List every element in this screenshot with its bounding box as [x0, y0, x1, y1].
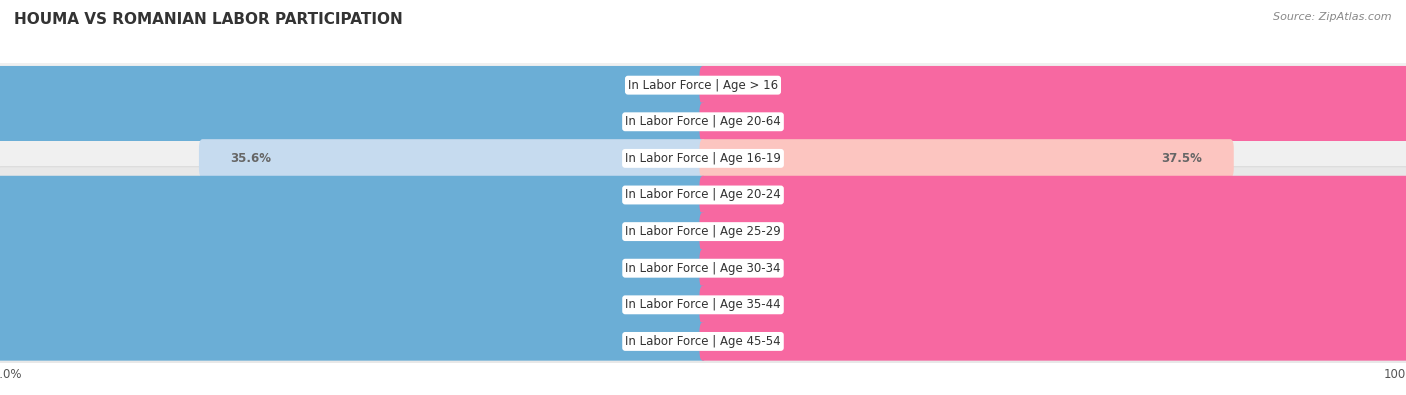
FancyBboxPatch shape: [0, 94, 1406, 150]
FancyBboxPatch shape: [700, 286, 1406, 324]
FancyBboxPatch shape: [0, 249, 707, 288]
FancyBboxPatch shape: [700, 249, 1406, 288]
FancyBboxPatch shape: [200, 139, 707, 178]
Text: In Labor Force | Age 20-24: In Labor Force | Age 20-24: [626, 188, 780, 201]
Text: Source: ZipAtlas.com: Source: ZipAtlas.com: [1274, 12, 1392, 22]
FancyBboxPatch shape: [0, 213, 707, 251]
FancyBboxPatch shape: [0, 286, 707, 324]
FancyBboxPatch shape: [0, 66, 707, 104]
Text: In Labor Force | Age 30-34: In Labor Force | Age 30-34: [626, 262, 780, 275]
FancyBboxPatch shape: [0, 322, 707, 361]
FancyBboxPatch shape: [0, 203, 1406, 260]
Text: HOUMA VS ROMANIAN LABOR PARTICIPATION: HOUMA VS ROMANIAN LABOR PARTICIPATION: [14, 12, 402, 27]
Text: 37.5%: 37.5%: [1161, 152, 1202, 165]
Text: In Labor Force | Age 45-54: In Labor Force | Age 45-54: [626, 335, 780, 348]
FancyBboxPatch shape: [700, 139, 1234, 178]
Text: 35.6%: 35.6%: [231, 152, 271, 165]
FancyBboxPatch shape: [700, 66, 1406, 104]
FancyBboxPatch shape: [700, 213, 1406, 251]
Text: In Labor Force | Age 20-64: In Labor Force | Age 20-64: [626, 115, 780, 128]
Text: In Labor Force | Age 35-44: In Labor Force | Age 35-44: [626, 298, 780, 311]
FancyBboxPatch shape: [0, 130, 1406, 186]
FancyBboxPatch shape: [0, 176, 707, 214]
FancyBboxPatch shape: [0, 57, 1406, 113]
FancyBboxPatch shape: [700, 103, 1406, 141]
FancyBboxPatch shape: [0, 103, 707, 141]
Text: In Labor Force | Age 25-29: In Labor Force | Age 25-29: [626, 225, 780, 238]
FancyBboxPatch shape: [700, 322, 1406, 361]
FancyBboxPatch shape: [0, 276, 1406, 333]
Text: In Labor Force | Age > 16: In Labor Force | Age > 16: [628, 79, 778, 92]
FancyBboxPatch shape: [0, 313, 1406, 370]
FancyBboxPatch shape: [0, 240, 1406, 296]
FancyBboxPatch shape: [700, 176, 1406, 214]
Text: In Labor Force | Age 16-19: In Labor Force | Age 16-19: [626, 152, 780, 165]
FancyBboxPatch shape: [0, 167, 1406, 223]
